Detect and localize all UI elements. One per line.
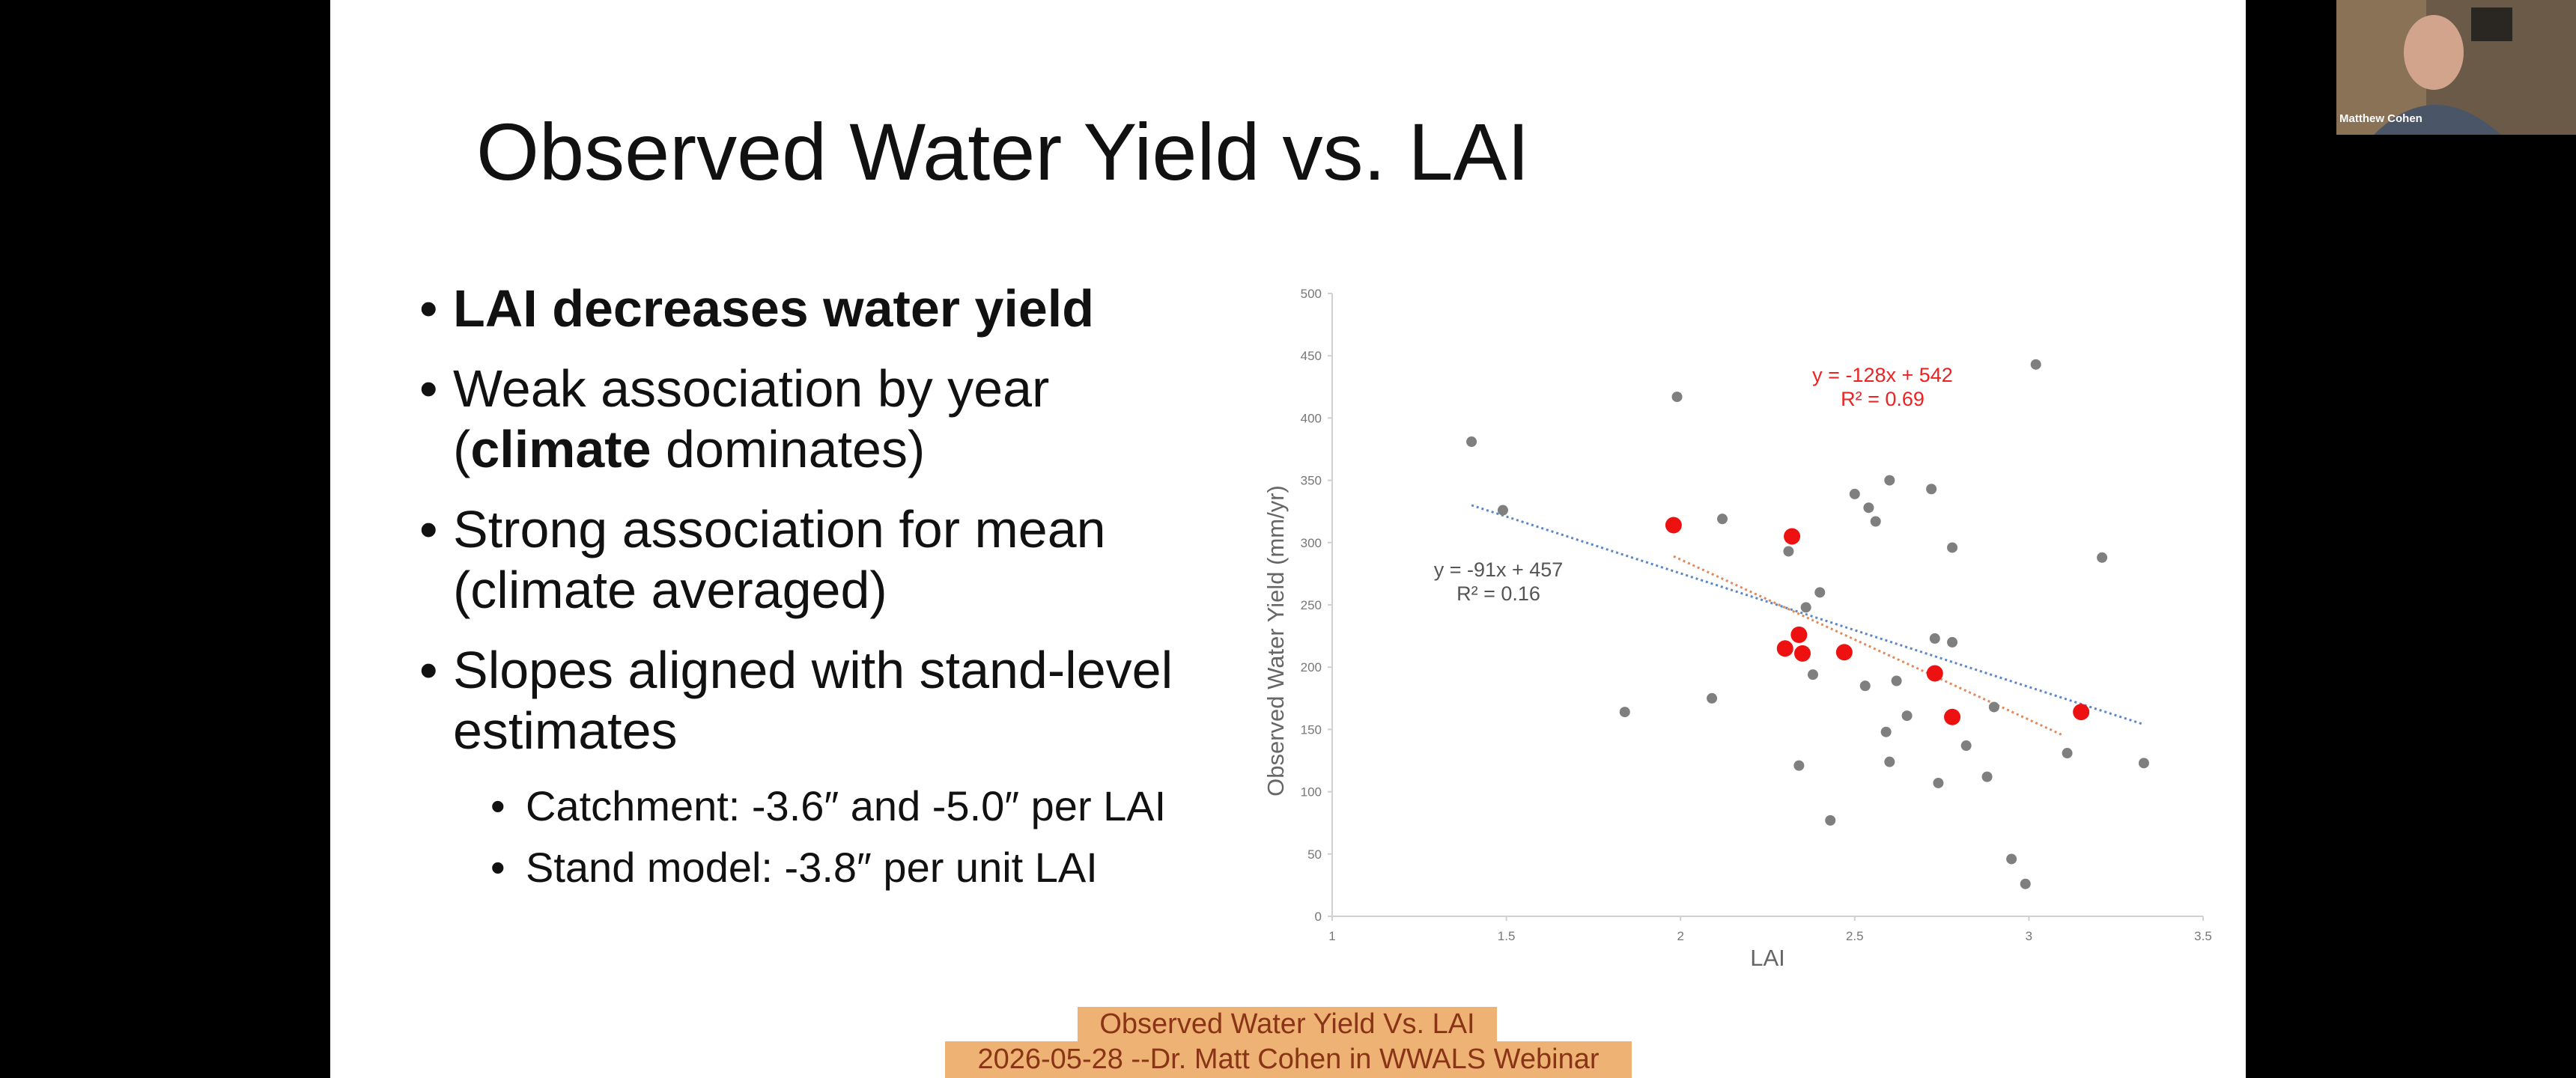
data-point <box>1849 488 1860 499</box>
data-point <box>1707 692 1718 704</box>
data-point <box>1884 475 1895 486</box>
data-point <box>1929 633 1940 644</box>
data-point <box>1776 640 1793 657</box>
equation-label: R² = 0.69 <box>1841 388 1925 410</box>
data-point <box>1947 636 1958 648</box>
slide-title: Observed Water Yield vs. LAI <box>476 106 1530 197</box>
x-tick-label: 3.5 <box>2194 929 2212 943</box>
bullet-text: LAI decreases water yield <box>453 279 1094 338</box>
data-point <box>1466 436 1477 448</box>
data-point <box>1884 756 1895 767</box>
data-point <box>2097 552 2108 563</box>
y-tick-label: 450 <box>1301 349 1322 363</box>
y-tick-label: 400 <box>1301 411 1322 425</box>
trendline <box>1471 504 2145 726</box>
data-point <box>2138 758 2149 769</box>
x-tick-label: 3 <box>2026 929 2032 943</box>
webcam-name: Matthew Cohen <box>2339 112 2422 125</box>
y-tick-label: 500 <box>1301 287 1322 301</box>
data-point <box>1717 514 1728 525</box>
data-point <box>1497 505 1508 516</box>
data-point <box>1947 542 1958 553</box>
data-point <box>1619 707 1630 718</box>
data-point <box>1880 726 1892 737</box>
data-point <box>1944 708 1961 725</box>
webcam-shirt <box>2374 105 2501 135</box>
data-point <box>1870 516 1881 527</box>
equation-label: R² = 0.16 <box>1456 582 1540 605</box>
x-tick-label: 2 <box>1677 929 1683 943</box>
y-tick-label: 150 <box>1301 722 1322 737</box>
data-point <box>1793 760 1805 771</box>
y-axis-label: Observed Water Yield (mm/yr) <box>1263 485 1289 797</box>
webcam-picture <box>2471 7 2512 41</box>
data-point <box>1981 771 1993 782</box>
x-tick-label: 1.5 <box>1498 929 1516 943</box>
x-tick-label: 1 <box>1328 929 1335 943</box>
data-point <box>1891 675 1902 686</box>
data-point <box>1863 502 1874 514</box>
bullet-text: Catchment: -3.6″ and -5.0″ per LAI <box>526 782 1167 829</box>
data-point <box>1783 546 1794 557</box>
webcam: Matthew Cohen <box>2336 0 2576 135</box>
y-tick-label: 300 <box>1301 536 1322 550</box>
bullet-list: LAI decreases water yield Weak associatio… <box>419 278 1228 904</box>
data-point <box>1794 645 1811 662</box>
data-point <box>1825 814 1836 826</box>
data-point <box>2020 878 2031 889</box>
data-point <box>1814 587 1826 598</box>
data-point <box>1933 777 1944 788</box>
data-point <box>1800 602 1811 613</box>
x-axis-label: LAI <box>1750 945 1785 971</box>
equation-label: y = -91x + 457 <box>1434 558 1564 581</box>
y-tick-label: 0 <box>1315 910 1322 924</box>
bullet-text: Slopes aligned with stand-level estimate… <box>453 641 1173 760</box>
bullet: Stand model: -3.8″ per unit LAI <box>419 842 1228 893</box>
bullet-text: climate <box>470 420 651 478</box>
data-point <box>2030 359 2041 370</box>
bullet: Weak association by year (climate domina… <box>419 359 1228 480</box>
equation-label: y = -128x + 542 <box>1812 364 1953 386</box>
bullet-text: Strong association for mean (climate ave… <box>453 500 1106 619</box>
data-point <box>1665 517 1682 534</box>
x-tick-label: 2.5 <box>1846 929 1864 943</box>
data-point <box>2073 704 2090 721</box>
data-point <box>1671 392 1683 403</box>
y-tick-label: 50 <box>1307 847 1322 862</box>
bullet-text: Stand model: -3.8″ per unit LAI <box>526 844 1098 891</box>
bullet-text: dominates) <box>651 420 926 478</box>
trendline <box>1673 555 2065 737</box>
data-point <box>1988 701 1999 713</box>
caption-line: 2026-05-28 --Dr. Matt Cohen in WWALS Web… <box>945 1041 1632 1078</box>
data-point <box>1807 669 1818 680</box>
data-point <box>2062 748 2073 759</box>
y-tick-label: 250 <box>1301 598 1322 612</box>
data-point <box>1926 665 1943 682</box>
data-point <box>1790 626 1808 643</box>
data-point <box>1926 484 1937 495</box>
webcam-face <box>2404 15 2464 90</box>
data-point <box>2006 853 2017 865</box>
y-tick-label: 100 <box>1301 785 1322 800</box>
data-point <box>1835 644 1853 661</box>
y-tick-label: 200 <box>1301 660 1322 674</box>
bullet: LAI decreases water yield <box>419 278 1228 339</box>
y-tick-label: 350 <box>1301 474 1322 488</box>
bullet: Slopes aligned with stand-level estimate… <box>419 640 1228 761</box>
data-point <box>1859 680 1871 692</box>
bullet: Strong association for mean (climate ave… <box>419 499 1228 621</box>
data-point <box>1784 528 1801 545</box>
data-point <box>1901 710 1913 722</box>
data-point <box>1960 740 1972 752</box>
bullet-text: Weak association by year ( <box>453 359 1050 478</box>
bullet: Catchment: -3.6″ and -5.0″ per LAI <box>419 781 1228 832</box>
caption-line: Observed Water Yield Vs. LAI <box>1078 1007 1497 1041</box>
